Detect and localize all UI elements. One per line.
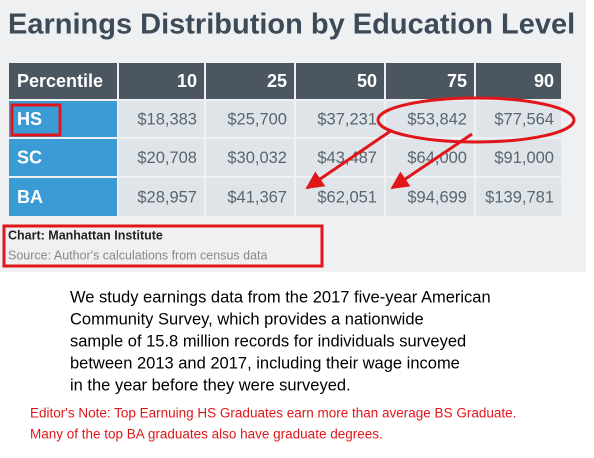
cell <box>206 139 294 176</box>
body-line: We study earnings data from the 2017 fiv… <box>70 288 491 306</box>
editor-note: Editor's Note: Top Earnuing HS Graduates… <box>30 406 516 442</box>
cell <box>9 178 117 216</box>
body-line: sample of 15.8 million records for indiv… <box>70 332 466 350</box>
row-label: HS <box>17 109 42 129</box>
cell <box>476 101 561 137</box>
cell-value: $43,487 <box>317 149 377 167</box>
cell <box>296 101 384 137</box>
cell-value: $20,708 <box>137 149 197 167</box>
table: Percentile 10 25 50 75 90 HS $18,383 $25,700 $37,… <box>9 63 561 216</box>
cell <box>476 178 561 216</box>
annotations <box>2 96 576 268</box>
body-line: in the year before they were surveyed. <box>70 376 351 394</box>
cell-value: $30,032 <box>227 149 287 167</box>
arrow <box>390 132 473 190</box>
cell <box>119 178 204 216</box>
body-line: between 2013 and 2017, including their w… <box>70 354 460 372</box>
body-text: We study earnings data from the 2017 fiv… <box>70 288 491 394</box>
body-line: Community Survey, which provides a natio… <box>70 310 424 328</box>
cell <box>476 139 561 176</box>
cell-value: $41,367 <box>227 188 287 206</box>
cell-value: $53,842 <box>407 110 467 128</box>
cell <box>386 139 474 176</box>
column-header: 25 <box>267 71 287 91</box>
cell <box>119 101 204 137</box>
cell <box>119 63 204 99</box>
column-header: 50 <box>357 71 377 91</box>
cell <box>296 63 384 99</box>
note-line: Editor's Note: Top Earnuing HS Graduates… <box>30 406 516 421</box>
cell-value: $94,699 <box>407 188 467 206</box>
cell <box>206 63 294 99</box>
cell <box>386 63 474 99</box>
cell-value: $91,000 <box>494 149 554 167</box>
cell-value: $25,700 <box>227 110 287 128</box>
cell <box>9 101 117 137</box>
column-header: 75 <box>447 71 467 91</box>
source: Source: Author's calculations from censu… <box>8 248 268 262</box>
highlight-ellipse <box>376 96 576 144</box>
title: Earnings Distribution by Education Level <box>8 9 575 41</box>
cell <box>206 101 294 137</box>
cell-value: $77,564 <box>494 110 554 128</box>
source-box <box>2 224 324 268</box>
cell-value: $18,383 <box>137 110 197 128</box>
row-label: SC <box>17 147 42 167</box>
highlight-box <box>10 103 62 137</box>
column-header: Percentile <box>17 71 103 91</box>
column-header: 10 <box>177 71 197 91</box>
cell <box>119 139 204 176</box>
column-header: 90 <box>534 71 554 91</box>
cell <box>206 178 294 216</box>
credit: Chart: Manhattan Institute <box>8 228 163 242</box>
cell <box>9 139 117 176</box>
arrow <box>305 128 393 190</box>
cell <box>9 63 117 99</box>
cell-value: $28,957 <box>137 188 197 206</box>
note-line: Many of the top BA graduates also have g… <box>30 427 383 442</box>
row-label: BA <box>17 187 43 207</box>
cell-value: $62,051 <box>317 188 377 206</box>
cell <box>476 63 561 99</box>
cell-value: $139,781 <box>485 188 554 206</box>
cell-value: $37,231 <box>317 110 377 128</box>
